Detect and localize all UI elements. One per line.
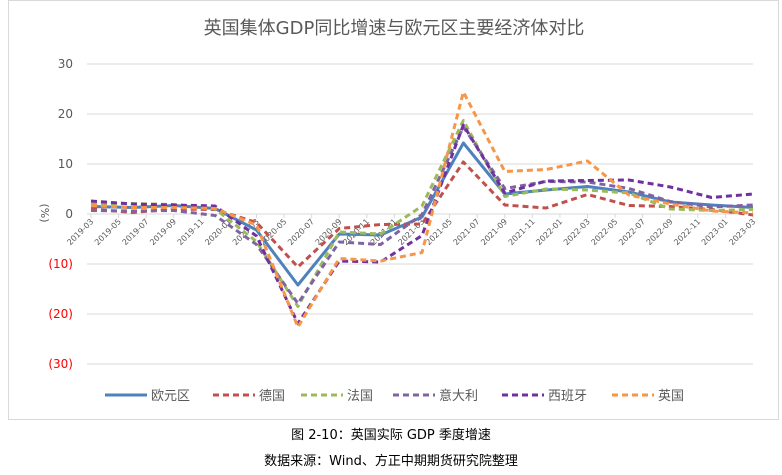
y-tick-label: (20): [48, 307, 73, 321]
x-tick-label: 2022-11: [672, 217, 702, 247]
legend-label: 德国: [259, 389, 285, 404]
x-tick-label: 2022-01: [534, 217, 564, 247]
y-tick-label: (10): [48, 257, 73, 271]
x-tick-label: 2023-01: [700, 217, 730, 247]
x-tick-label: 2019-05: [93, 217, 123, 247]
x-tick-label: 2019-09: [148, 217, 178, 247]
series-line-意大利: [90, 125, 754, 305]
x-tick-label: 2019-11: [176, 217, 206, 247]
x-tick-label: 2022-05: [589, 217, 619, 247]
series-line-英国: [90, 90, 754, 329]
chart-title: 英国集体GDP同比增速与欧元区主要经济体对比: [204, 18, 585, 39]
series-line-西班牙: [90, 123, 754, 325]
x-tick-label: 2022-09: [645, 217, 675, 247]
legend-label: 英国: [658, 389, 684, 404]
line-chart: 英国集体GDP同比增速与欧元区主要经济体对比 30 20 10 0 (10) (20) (30…: [38, 18, 757, 404]
y-axis-label: (%): [38, 203, 51, 222]
x-tick-label: 2021-07: [452, 217, 482, 247]
figure-caption: 图 2-10：英国实际 GDP 季度增速: [291, 428, 491, 443]
x-tick-label: 2021-09: [479, 217, 509, 247]
x-tick-label: 2023-03: [727, 217, 757, 247]
x-tick-label: 2022-03: [562, 217, 592, 247]
legend-label: 法国: [347, 389, 373, 404]
y-tick-label: (30): [48, 357, 73, 371]
y-tick-label: 30: [58, 57, 73, 71]
x-tick-label: 2020-07: [286, 217, 316, 247]
y-tick-label: 10: [58, 157, 73, 171]
chart-frame: 英国集体GDP同比增速与欧元区主要经济体对比 30 20 10 0 (10) (20) (30…: [8, 0, 779, 420]
legend-label: 西班牙: [548, 389, 587, 404]
legend-label: 意大利: [439, 388, 478, 404]
y-tick-label: 20: [58, 107, 73, 121]
data-source: 数据来源：Wind、方正中期期货研究院整理: [264, 454, 518, 469]
x-tick-label: 2022-07: [617, 217, 647, 247]
x-tick-label: 2019-03: [65, 217, 95, 247]
legend-label: 欧元区: [151, 389, 190, 404]
x-tick-label: 2019-07: [121, 217, 151, 247]
y-tick-label: 0: [65, 207, 73, 221]
x-tick-label: 2021-11: [507, 217, 537, 247]
